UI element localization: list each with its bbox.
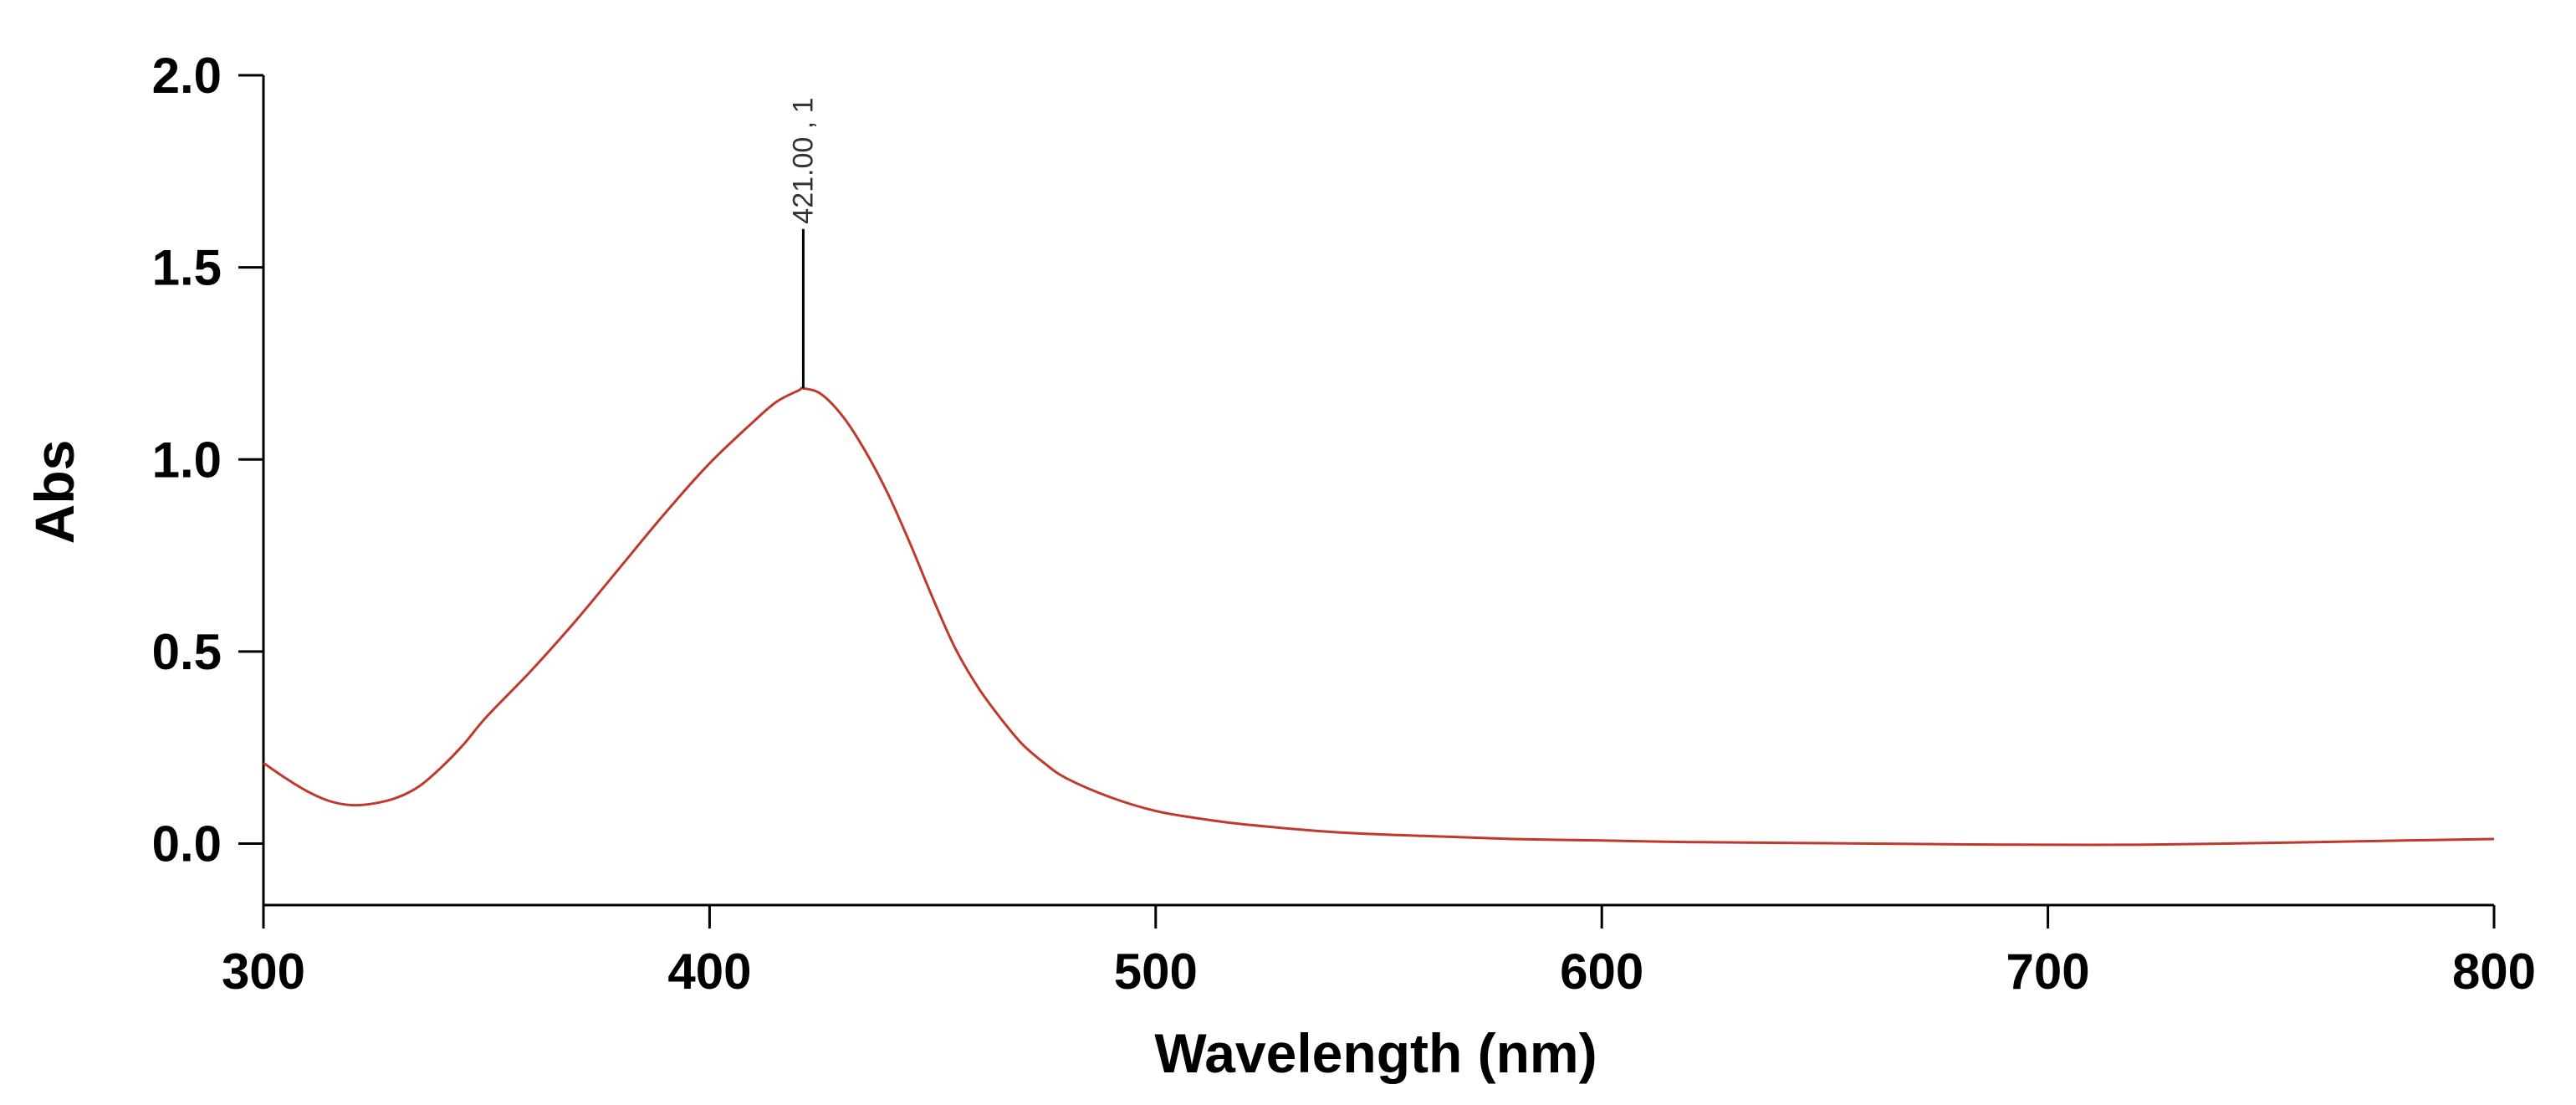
- y-axis-ticks: 0.0 0.5 1.0 1.5 2.0: [152, 48, 263, 872]
- spectrum-line: [263, 386, 2495, 847]
- chart-axes: [262, 75, 2494, 907]
- annotation-layer: 421.00 , 1: [787, 97, 819, 389]
- y-tick-label: 1.0: [152, 432, 222, 488]
- x-axis-title: Wavelength (nm): [1154, 1022, 1597, 1084]
- series-layer: [263, 386, 2495, 847]
- x-tick-label: 500: [1114, 944, 1198, 1000]
- x-axis-ticks: 300 400 500 600 700 800: [222, 905, 2536, 1000]
- x-tick-label: 800: [2452, 944, 2536, 1000]
- y-tick-label: 0.5: [152, 624, 222, 680]
- y-tick-label: 2.0: [152, 48, 222, 104]
- x-tick-label: 600: [1560, 944, 1643, 1000]
- y-axis-title: Abs: [23, 440, 85, 545]
- x-tick-label: 300: [222, 944, 305, 1000]
- y-tick-label: 0.0: [152, 816, 222, 872]
- y-tick-label: 1.5: [152, 240, 222, 296]
- x-tick-label: 400: [667, 944, 751, 1000]
- x-tick-label: 700: [2006, 944, 2090, 1000]
- peak-label: 421.00 , 1: [787, 97, 819, 223]
